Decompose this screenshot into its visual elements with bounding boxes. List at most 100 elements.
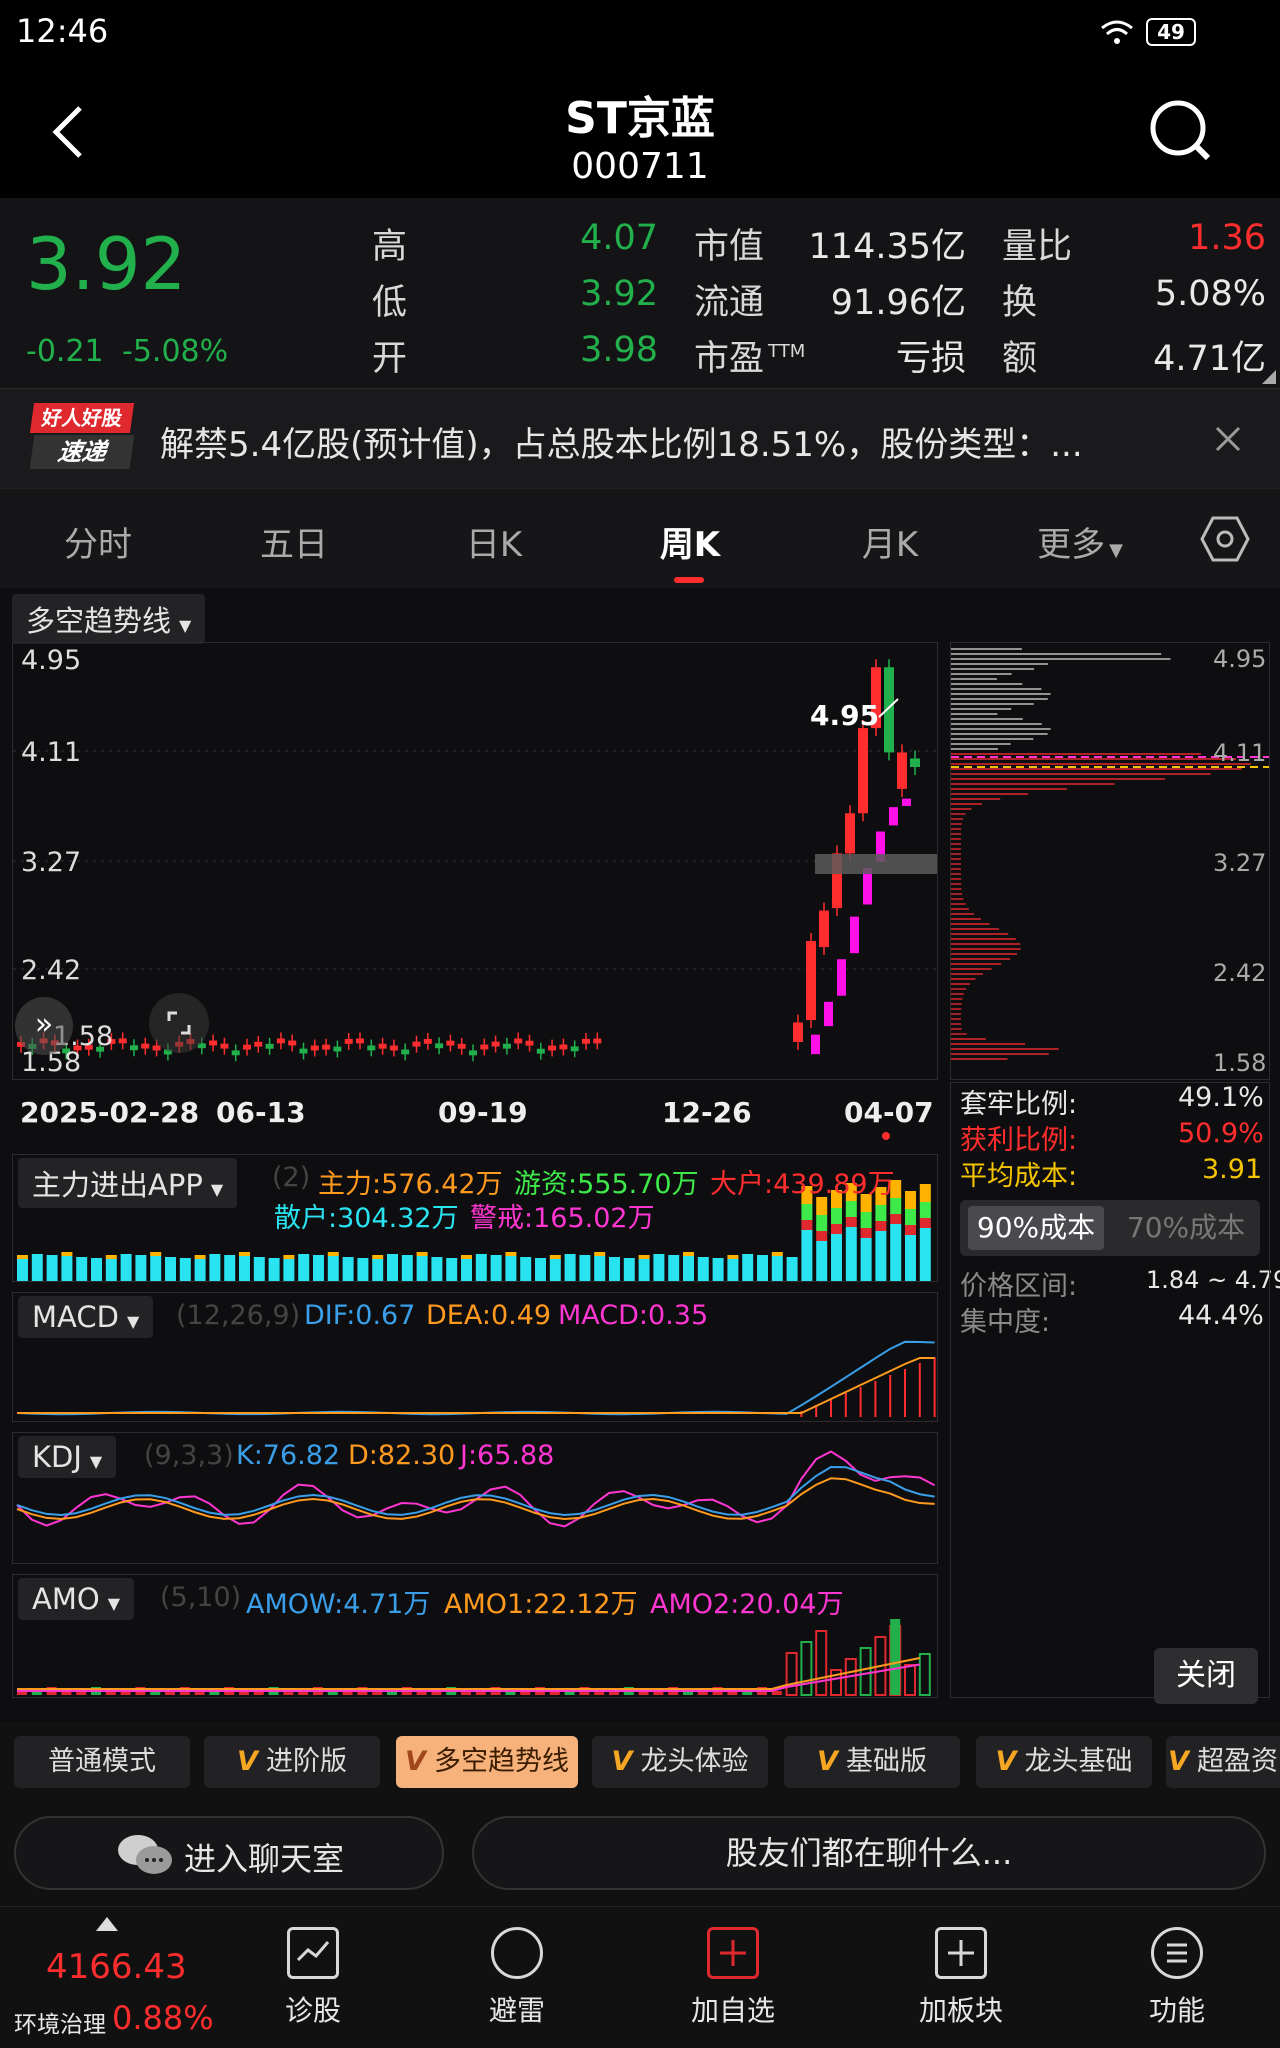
fullscreen-icon[interactable]: [149, 993, 209, 1053]
amo-bar: [594, 1691, 605, 1695]
mode-trend-line[interactable]: V 多空趋势线: [396, 1736, 578, 1788]
tab-more[interactable]: 更多 ▼: [1037, 525, 1123, 565]
chip-y-tick: 3.27: [1213, 849, 1267, 877]
nav-bar: ST京蓝 000711: [0, 64, 1280, 198]
force-bar: [135, 1255, 147, 1281]
candle: [209, 1040, 218, 1046]
mode-advanced[interactable]: V 进阶版: [204, 1736, 380, 1788]
candle: [793, 1022, 803, 1042]
clock: 12:46: [16, 12, 109, 50]
mode-leader-trial[interactable]: V 龙头体验: [592, 1736, 768, 1788]
mode-normal[interactable]: 普通模式: [14, 1736, 190, 1788]
force-bar: [860, 1228, 872, 1238]
force-bar: [845, 1217, 857, 1227]
expand-arrows-icon[interactable]: »: [15, 997, 73, 1055]
search-icon[interactable]: [1148, 98, 1214, 164]
force-bar: [150, 1256, 162, 1281]
candle: [276, 1038, 285, 1044]
notice-bar[interactable]: 好人好股 速递 解禁5.4亿股(预计值)，占总股本比例18.51%，股份类型：.…: [0, 388, 1280, 488]
nav-functions[interactable]: 功能: [1122, 1927, 1232, 2029]
force-bar: [372, 1255, 384, 1259]
enter-chatroom-button[interactable]: 进入聊天室: [14, 1816, 444, 1890]
force-bar: [801, 1204, 813, 1220]
mode-leader-basic[interactable]: V 龙头基础: [976, 1736, 1152, 1788]
candle: [367, 1045, 376, 1051]
nav-avoid-risk[interactable]: 避雷: [462, 1927, 572, 2029]
force-bar: [105, 1259, 117, 1281]
tab-five-day[interactable]: 五日: [260, 525, 328, 565]
force-bar: [890, 1224, 902, 1281]
nav-add-sector[interactable]: 加板块: [906, 1927, 1016, 2029]
macd-dropdown[interactable]: MACD ▼: [18, 1296, 154, 1338]
force-bar: [831, 1224, 842, 1234]
amo-bar: [150, 1691, 161, 1695]
candle: [884, 667, 894, 753]
force-bar: [905, 1191, 916, 1209]
diagnose-icon: [287, 1927, 339, 1979]
chart-area: 多空趋势线 ▼ 4.95 4.11 3.27 2.42 1.58 1.58 4.9…: [0, 588, 1280, 1718]
main-force-dropdown[interactable]: 主力进出APP ▼: [18, 1158, 238, 1208]
force-bar: [327, 1256, 339, 1281]
notice-badge-top: 好人好股: [29, 403, 135, 433]
close-icon[interactable]: [1214, 425, 1242, 453]
amo-dropdown[interactable]: AMO ▼: [18, 1578, 134, 1620]
candle: [163, 1049, 172, 1055]
mode-basic[interactable]: V 基础版: [784, 1736, 960, 1788]
index-value[interactable]: 4166.43: [46, 1947, 187, 1987]
volume-ratio-value: 1.36: [1188, 218, 1266, 258]
amo-bar: [17, 1691, 27, 1695]
force-bar: [860, 1194, 872, 1212]
y-tick: 4.11: [21, 737, 82, 768]
tab-weekly-k[interactable]: 周K: [659, 525, 721, 565]
candle: [84, 1044, 93, 1050]
force-bar: [239, 1256, 250, 1281]
nav-diagnose[interactable]: 诊股: [258, 1927, 368, 2029]
kdj-dropdown[interactable]: KDJ ▼: [18, 1436, 117, 1478]
cost-70-button[interactable]: 70%成本: [1126, 1211, 1246, 1244]
notice-text: 解禁5.4亿股(预计值)，占总股本比例18.51%，股份类型：...: [160, 425, 1083, 465]
force-bar: [91, 1258, 102, 1281]
amo-bar: [890, 1619, 901, 1695]
x-tick: 2025-02-28: [20, 1096, 200, 1129]
force-bar: [594, 1252, 606, 1256]
settings-hex-icon[interactable]: [1200, 515, 1250, 563]
force-bar: [461, 1255, 472, 1259]
profit-value: 50.9%: [1178, 1118, 1264, 1149]
trapped-label: 套牢比例:: [960, 1089, 1078, 1120]
expand-corner-icon[interactable]: [1262, 370, 1276, 384]
back-icon[interactable]: [48, 104, 88, 160]
tab-intraday[interactable]: 分时: [64, 525, 132, 565]
force-bar: [283, 1255, 295, 1259]
nav-add-watchlist[interactable]: 加自选: [678, 1927, 788, 2029]
kline-panel[interactable]: 4.95 4.11 3.27 2.42 1.58 1.58 4.95 »: [12, 642, 938, 1080]
amo-panel[interactable]: [12, 1574, 938, 1698]
force-bar: [357, 1258, 369, 1281]
trend-bar: [850, 916, 859, 954]
candle: [446, 1040, 455, 1046]
macd-panel[interactable]: [12, 1292, 938, 1422]
tab-monthly-k[interactable]: 月K: [861, 525, 919, 565]
kdj-panel[interactable]: [12, 1432, 938, 1564]
candle: [118, 1038, 127, 1044]
pe-value: 亏损: [895, 339, 966, 379]
chip-distribution[interactable]: 4.95 4.11 3.27 2.42 1.58: [950, 642, 1270, 1080]
low-value: 3.92: [580, 274, 658, 314]
mode-super-profit[interactable]: V 超盈资: [1166, 1736, 1280, 1788]
amo-svg: [17, 1619, 931, 1696]
force-bar: [801, 1220, 813, 1230]
indicator-dropdown[interactable]: 多空趋势线 ▼: [12, 594, 206, 644]
chat-prompt-input[interactable]: 股友们都在聊什么...: [472, 1816, 1266, 1890]
candle: [897, 752, 907, 789]
main-force-jj: 警戒:165.02万: [470, 1203, 655, 1234]
main-force-panel[interactable]: [12, 1154, 938, 1282]
bomb-icon: [491, 1927, 543, 1979]
force-bar: [283, 1259, 295, 1281]
collapse-up-icon[interactable]: [96, 1917, 118, 1931]
tab-daily-k[interactable]: 日K: [465, 525, 523, 565]
cost-90-button[interactable]: 90%成本: [968, 1206, 1104, 1250]
close-chip-button[interactable]: 关闭: [1154, 1648, 1258, 1704]
force-bar: [298, 1254, 310, 1281]
force-bar: [801, 1186, 813, 1204]
candle: [107, 1039, 116, 1044]
menu-icon: [1151, 1927, 1203, 1979]
